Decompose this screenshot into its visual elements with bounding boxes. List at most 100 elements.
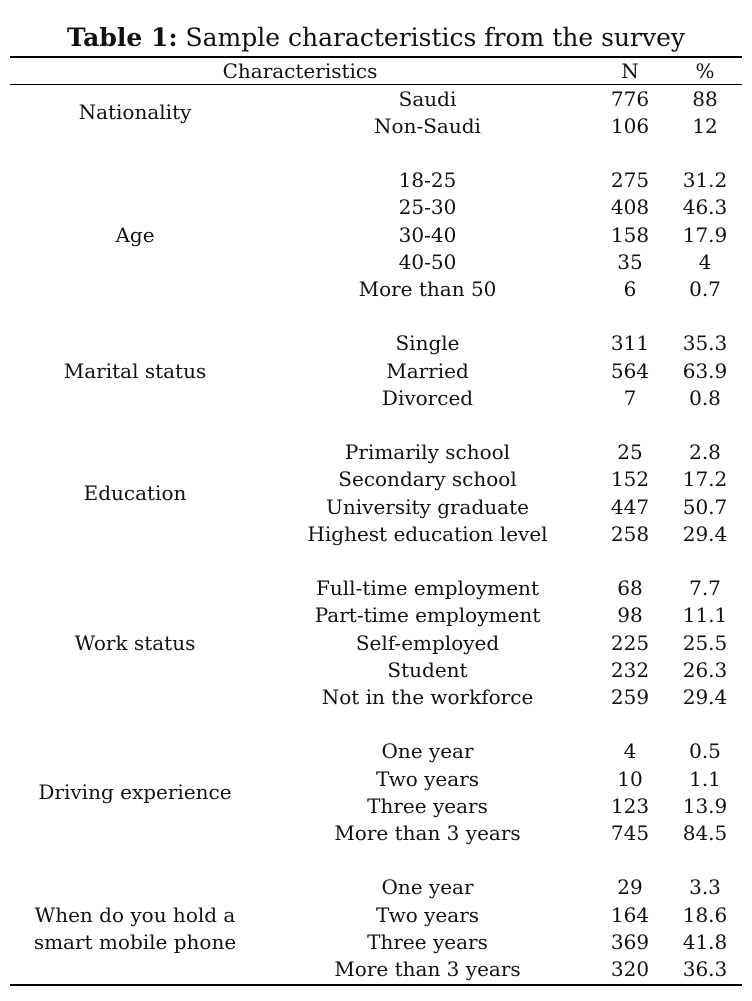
- table-row: More than 3 years 320 36.3: [0, 956, 752, 983]
- row-percent: 17.2: [682, 467, 728, 492]
- row-count: 311: [610, 331, 650, 356]
- row-percent: 11.1: [682, 603, 728, 628]
- group-label: Marital status: [63, 358, 207, 383]
- row-category: 40-50: [398, 249, 457, 274]
- row-percent: 3.3: [689, 875, 721, 900]
- row-category: One year: [381, 739, 474, 764]
- row-count: 745: [610, 820, 650, 845]
- table-row: Non-Saudi 106 12: [0, 113, 752, 140]
- row-percent: 41.8: [682, 929, 728, 954]
- table-row: Student 232 26.3: [0, 657, 752, 684]
- row-percent: 7.7: [689, 576, 721, 601]
- row-percent: 88: [692, 86, 718, 111]
- row-count: 258: [610, 521, 650, 546]
- row-count: 158: [610, 222, 650, 247]
- row-count: 10: [617, 766, 643, 791]
- row-percent: 0.8: [689, 385, 721, 410]
- row-percent: 17.9: [682, 222, 728, 247]
- row-count: 152: [610, 467, 650, 492]
- row-percent: 31.2: [682, 168, 728, 193]
- table-row: Full-time employment 68 7.7: [0, 575, 752, 602]
- table-number: Table 1:: [66, 23, 178, 52]
- row-count: 123: [610, 793, 650, 818]
- group-label: smart mobile phone: [33, 929, 237, 954]
- table-row: Two years 164 18.6: [0, 902, 752, 929]
- row-count: 6: [623, 276, 637, 301]
- row-count: 7: [623, 385, 637, 410]
- row-count: 776: [610, 86, 650, 111]
- row-count: 369: [610, 929, 650, 954]
- table-row: More than 50 6 0.7: [0, 276, 752, 303]
- table-title: Table 1: Sample characteristics from the…: [0, 22, 752, 54]
- table-row: One year 4 0.5: [0, 738, 752, 765]
- row-percent: 4: [698, 249, 712, 274]
- row-percent: 29.4: [682, 521, 728, 546]
- row-category: Saudi: [398, 86, 457, 111]
- group-label: Age: [115, 222, 155, 247]
- row-count: 164: [610, 902, 650, 927]
- row-percent: 35.3: [682, 331, 728, 356]
- row-count: 98: [617, 603, 643, 628]
- row-category: Student: [387, 657, 468, 682]
- table-caption: Sample characteristics from the survey: [177, 23, 686, 52]
- row-count: 35: [617, 249, 643, 274]
- bottom-rule: [10, 984, 742, 986]
- row-count: 106: [610, 113, 650, 138]
- row-count: 564: [610, 358, 650, 383]
- row-category: Secondary school: [338, 467, 517, 492]
- row-category: Non-Saudi: [374, 113, 481, 138]
- table-row: Married 564 63.9: [0, 358, 752, 385]
- row-category: Divorced: [381, 385, 474, 410]
- table-row: Primarily school 25 2.8: [0, 439, 752, 466]
- table-row: Saudi 776 88: [0, 86, 752, 113]
- row-percent: 26.3: [682, 657, 728, 682]
- row-category: More than 3 years: [334, 820, 521, 845]
- row-percent: 13.9: [682, 793, 728, 818]
- row-category: 18-25: [398, 168, 457, 193]
- table-row: Secondary school 152 17.2: [0, 466, 752, 493]
- row-category: Primarily school: [344, 440, 511, 465]
- row-percent: 0.5: [689, 739, 721, 764]
- table-row: 25-30 408 46.3: [0, 194, 752, 221]
- row-category: Single: [395, 331, 460, 356]
- row-percent: 0.7: [689, 276, 721, 301]
- row-category: University graduate: [326, 494, 529, 519]
- row-count: 275: [610, 168, 650, 193]
- table-row: Two years 10 1.1: [0, 766, 752, 793]
- row-percent: 2.8: [689, 440, 721, 465]
- row-count: 447: [610, 494, 650, 519]
- row-percent: 84.5: [682, 820, 728, 845]
- row-category: Not in the workforce: [321, 684, 534, 709]
- row-count: 408: [610, 195, 650, 220]
- table-row: 30-40 158 17.9: [0, 222, 752, 249]
- row-category: More than 3 years: [334, 956, 521, 981]
- header-percent: %: [695, 59, 715, 83]
- row-percent: 25.5: [682, 630, 728, 655]
- table-body: Saudi 776 88 Non-Saudi 106 12 Nationality 18-25…: [0, 84, 752, 984]
- table-row: Three years 123 13.9: [0, 793, 752, 820]
- row-percent: 1.1: [689, 766, 721, 791]
- table-row: 18-25 275 31.2: [0, 167, 752, 194]
- row-category: Part-time employment: [314, 603, 541, 628]
- row-percent: 46.3: [682, 195, 728, 220]
- row-category: Full-time employment: [316, 576, 539, 601]
- row-percent: 36.3: [682, 956, 728, 981]
- header-n: N: [621, 59, 639, 83]
- row-category: Two years: [375, 766, 480, 791]
- row-count: 68: [617, 576, 643, 601]
- row-count: 225: [610, 630, 650, 655]
- row-category: Highest education level: [307, 521, 548, 546]
- row-category: One year: [381, 875, 474, 900]
- row-count: 4: [623, 739, 637, 764]
- group-label: Education: [83, 480, 187, 505]
- row-count: 259: [610, 684, 650, 709]
- row-percent: 63.9: [682, 358, 728, 383]
- table-row: Three years 369 41.8: [0, 929, 752, 956]
- row-percent: 29.4: [682, 684, 728, 709]
- row-category: Self-employed: [355, 630, 500, 655]
- table-row: University graduate 447 50.7: [0, 494, 752, 521]
- row-percent: 50.7: [682, 494, 728, 519]
- row-category: 30-40: [398, 222, 457, 247]
- top-rule: [10, 56, 742, 58]
- row-count: 29: [617, 875, 643, 900]
